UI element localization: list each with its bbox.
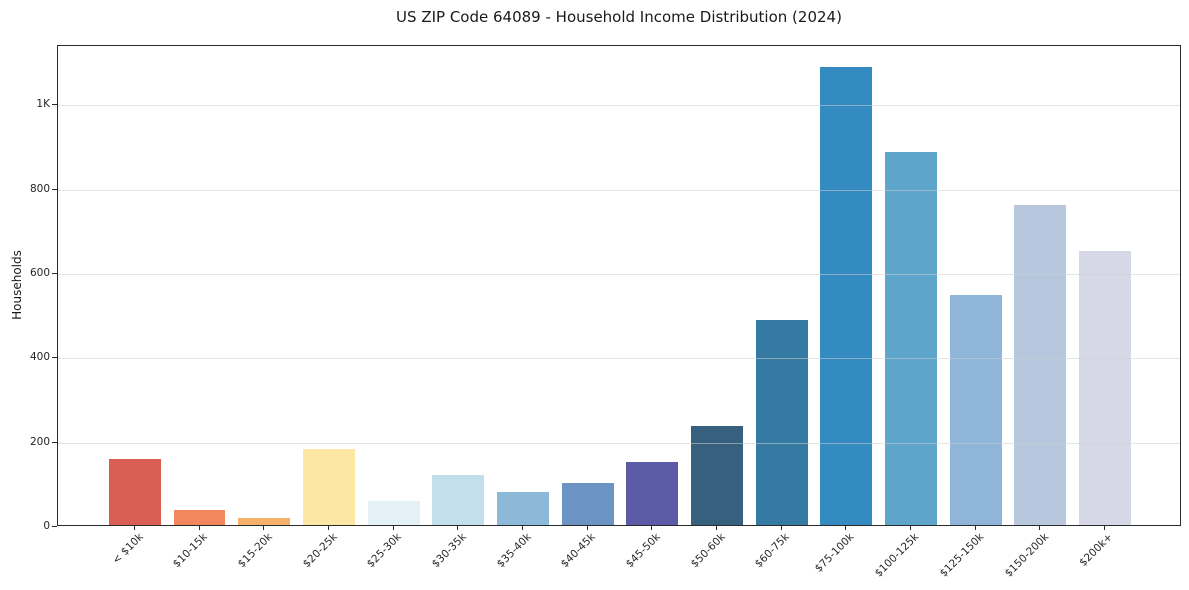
- x-axis-tick-mark: [521, 526, 523, 530]
- x-axis-tick-label: $125-150k: [937, 531, 987, 580]
- x-axis-tick-mark: [1104, 526, 1106, 530]
- bar: [561, 482, 614, 525]
- x-axis-tick-mark: [392, 526, 394, 530]
- x-axis-tick-label: $40-45k: [559, 531, 599, 571]
- x-axis-tick-label: $100-125k: [872, 531, 922, 580]
- plot-area: [57, 45, 1181, 526]
- y-axis-tick-label: 0: [43, 520, 50, 532]
- x-axis-tick-mark: [457, 526, 459, 530]
- x-axis-tick-label: $150-200k: [1002, 531, 1051, 580]
- x-axis-tick-mark: [651, 526, 653, 530]
- bar: [755, 320, 808, 525]
- y-axis-tick-label: 200: [29, 435, 50, 448]
- bar: [109, 459, 161, 525]
- x-axis-tick-label: < $10k: [109, 531, 146, 567]
- x-axis-tick-mark: [586, 526, 588, 530]
- x-axis-tick-label: $60-75k: [753, 531, 793, 571]
- gridline: [58, 442, 1180, 444]
- x-axis-tick-mark: [263, 526, 265, 530]
- x-axis-tick-label: $10-15k: [171, 531, 211, 571]
- bar: [1014, 204, 1067, 525]
- x-axis-tick-label: $50-60k: [688, 531, 728, 571]
- gridline: [58, 358, 1180, 360]
- bar: [949, 295, 1002, 525]
- y-axis-tick-label: 1K: [36, 98, 50, 111]
- x-axis-tick-label: $25-30k: [365, 531, 405, 571]
- y-axis-tick-mark: [52, 188, 57, 190]
- y-axis-tick-mark: [52, 526, 57, 527]
- y-axis-tick-mark: [52, 441, 57, 443]
- x-axis-tick-label: $20-25k: [300, 531, 340, 571]
- x-axis-tick-mark: [845, 526, 847, 530]
- bar: [367, 501, 420, 525]
- x-axis-tick-mark: [910, 526, 912, 530]
- bar: [303, 448, 355, 525]
- x-axis-tick-label: $30-35k: [429, 531, 469, 571]
- gridline: [58, 105, 1180, 107]
- y-axis-label: Households: [10, 250, 24, 320]
- bar: [691, 425, 743, 525]
- x-axis-tick-label: $200k+: [1077, 531, 1116, 569]
- bar: [173, 510, 226, 525]
- y-axis-tick-label: 600: [29, 267, 50, 280]
- x-axis-tick-mark: [974, 526, 976, 530]
- y-axis-tick-label: 400: [29, 351, 50, 364]
- x-axis-tick-mark: [133, 526, 135, 530]
- bar: [885, 151, 937, 525]
- gridline: [58, 189, 1180, 191]
- bar: [238, 517, 291, 525]
- x-axis-tick-label: $15-20k: [235, 531, 275, 571]
- x-axis-tick-mark: [716, 526, 717, 530]
- y-axis-tick-mark: [52, 104, 57, 106]
- x-axis-tick-label: $75-100k: [813, 531, 857, 575]
- x-axis-tick-label: $35-40k: [494, 531, 534, 571]
- x-axis-tick-mark: [327, 526, 329, 530]
- y-axis-tick-label: 800: [29, 182, 50, 195]
- y-axis-tick-mark: [52, 357, 57, 359]
- bar: [432, 474, 485, 525]
- y-axis-tick-mark: [52, 273, 57, 275]
- gridline: [58, 274, 1180, 276]
- chart-title: US ZIP Code 64089 - Household Income Dis…: [396, 8, 842, 26]
- x-axis-tick-mark: [780, 526, 782, 530]
- bar: [497, 492, 549, 525]
- x-axis-tick-mark: [1039, 526, 1041, 530]
- bar: [820, 67, 873, 525]
- x-axis-tick-label: $45-50k: [623, 531, 663, 571]
- x-axis-tick-mark: [198, 526, 200, 530]
- bar: [626, 461, 679, 525]
- bar: [1079, 251, 1131, 525]
